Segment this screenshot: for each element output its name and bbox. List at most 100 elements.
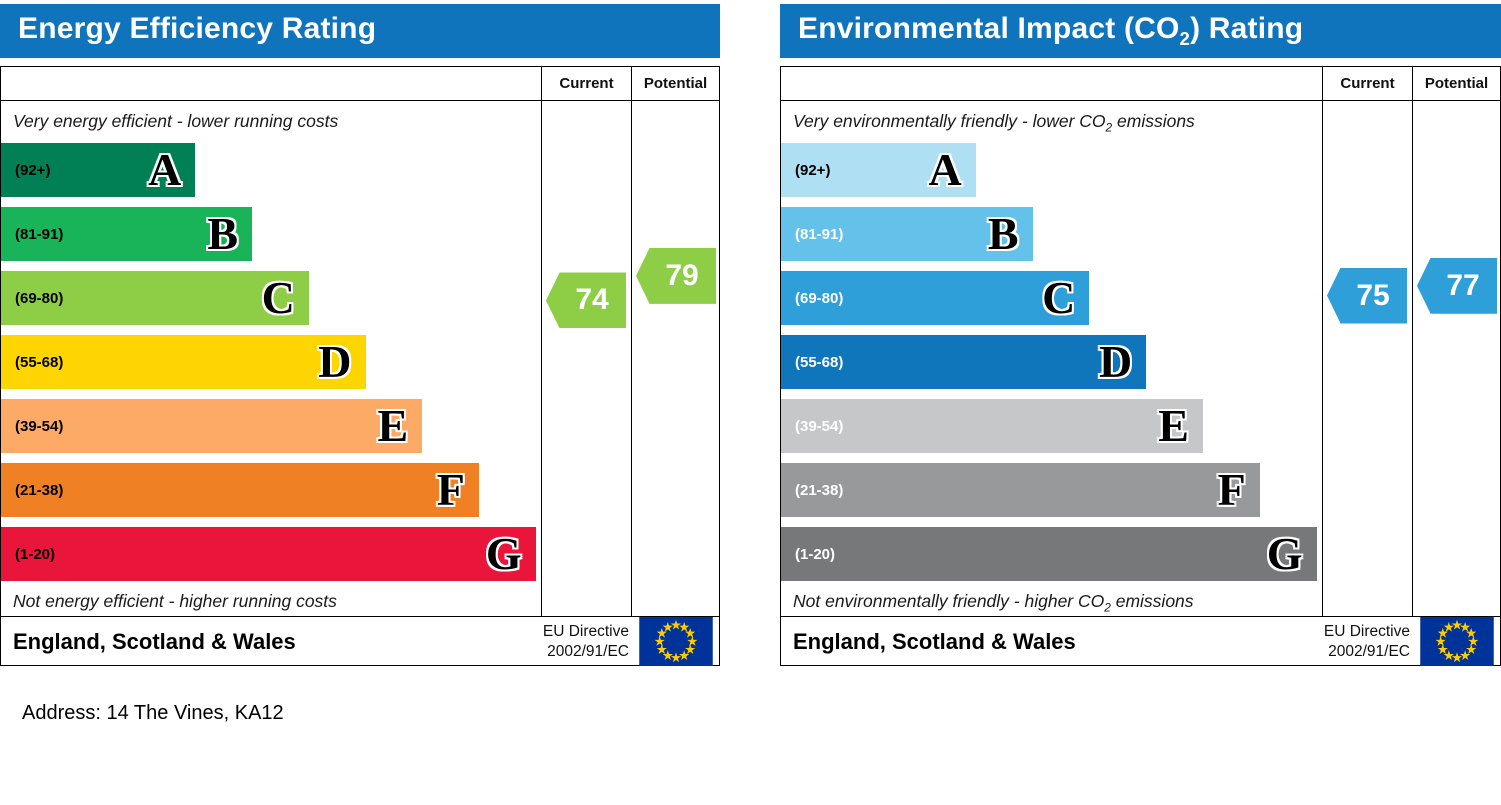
eu-directive-label: EU Directive 2002/91/EC bbox=[1324, 622, 1420, 661]
chart-box: Current Potential Very environmentally f… bbox=[780, 66, 1501, 666]
column-header-row: Current Potential bbox=[781, 67, 1500, 101]
chart-title-text-post: ) Rating bbox=[1190, 12, 1304, 45]
chart-title-text: Energy Efficiency Rating bbox=[18, 12, 377, 45]
band-range-label: (39-54) bbox=[15, 417, 64, 435]
potential-header: Potential bbox=[1412, 67, 1500, 100]
band-row-b: (81-91) B bbox=[1, 207, 541, 261]
bottom-caption-text: Not environmentally friendly - higher CO bbox=[793, 591, 1105, 611]
eu-directive-line2: 2002/91/EC bbox=[547, 642, 629, 660]
band-bar-a: (92+) A bbox=[1, 143, 196, 197]
current-header: Current bbox=[1322, 67, 1412, 100]
bottom-caption-text-post: emissions bbox=[1110, 591, 1194, 611]
band-range-label: (55-68) bbox=[15, 353, 64, 371]
band-bar-c: (69-80) C bbox=[781, 271, 1090, 325]
band-bar-b: (81-91) B bbox=[781, 207, 1033, 261]
column-header-row: Current Potential bbox=[1, 67, 719, 101]
chart-title-subscript: 2 bbox=[1179, 28, 1191, 49]
chart-title: Energy Efficiency Rating bbox=[18, 12, 376, 50]
band-letter: G bbox=[1266, 528, 1303, 579]
band-row-a: (92+) A bbox=[1, 143, 541, 197]
address-line: Address: 14 The Vines, KA12 bbox=[22, 702, 284, 724]
current-rating-value: 74 bbox=[575, 283, 609, 317]
chart-footer: England, Scotland & Wales EU Directive 2… bbox=[781, 617, 1500, 666]
band-letter: A bbox=[148, 144, 182, 195]
band-range-label: (1-20) bbox=[15, 545, 56, 563]
band-range-label: (39-54) bbox=[795, 417, 844, 435]
bands: (92+) A (81-91) B (69-80) C (55-68) D (39-54) E (2… bbox=[781, 143, 1322, 581]
chart-footer: England, Scotland & Wales EU Directive 2… bbox=[1, 617, 719, 666]
bands: (92+) A (81-91) B (69-80) C (55-68) D (39-54) E (2… bbox=[1, 143, 541, 581]
region-label: England, Scotland & Wales bbox=[793, 628, 1076, 654]
current-header: Current bbox=[541, 67, 631, 100]
bands-column: Very environmentally friendly - lower CO… bbox=[781, 101, 1322, 616]
band-bar-a: (92+) A bbox=[781, 143, 976, 197]
chart-box: Current Potential Very energy efficient … bbox=[0, 66, 720, 666]
band-letter: E bbox=[377, 400, 409, 451]
band-letter: G bbox=[485, 528, 522, 579]
band-range-label: (81-91) bbox=[795, 225, 844, 243]
band-letter: F bbox=[1217, 464, 1246, 515]
current-rating-value: 75 bbox=[1356, 278, 1390, 312]
epc-chart: Environmental Impact (CO2) Rating Curren… bbox=[780, 4, 1501, 666]
band-range-label: (92+) bbox=[15, 161, 51, 179]
band-row-c: (69-80) C bbox=[781, 271, 1322, 325]
header-spacer bbox=[781, 67, 1322, 100]
current-rating-arrow: 74 bbox=[546, 272, 626, 329]
eu-flag-icon bbox=[1420, 617, 1494, 666]
band-row-e: (39-54) E bbox=[1, 399, 541, 453]
band-bar-f: (21-38) F bbox=[781, 463, 1260, 517]
band-range-label: (21-38) bbox=[795, 481, 844, 499]
eu-directive-line1: EU Directive bbox=[1323, 623, 1410, 641]
bottom-caption: Not energy efficient - higher running co… bbox=[1, 581, 541, 616]
top-caption-text: Very energy efficient - lower running co… bbox=[13, 111, 339, 131]
eu-flag-icon bbox=[639, 617, 713, 666]
chart-body: Very environmentally friendly - lower CO… bbox=[781, 101, 1500, 617]
top-caption: Very energy efficient - lower running co… bbox=[1, 101, 541, 143]
chart-title: Environmental Impact (CO2) Rating bbox=[798, 12, 1303, 50]
band-row-d: (55-68) D bbox=[1, 335, 541, 389]
band-row-b: (81-91) B bbox=[781, 207, 1322, 261]
top-caption: Very environmentally friendly - lower CO… bbox=[781, 101, 1322, 143]
band-range-label: (92+) bbox=[795, 161, 831, 179]
band-letter: D bbox=[1098, 336, 1133, 387]
potential-rating-value: 79 bbox=[665, 258, 699, 292]
band-letter: E bbox=[1158, 400, 1189, 451]
current-column: 75 bbox=[1322, 101, 1412, 616]
chart-body: Very energy efficient - lower running co… bbox=[1, 101, 719, 617]
chart-title-bar: Environmental Impact (CO2) Rating bbox=[780, 4, 1501, 58]
band-bar-g: (1-20) G bbox=[781, 527, 1317, 581]
bottom-caption-text: Not energy efficient - higher running co… bbox=[13, 591, 337, 611]
potential-column: 79 bbox=[631, 101, 719, 616]
band-row-a: (92+) A bbox=[781, 143, 1322, 197]
band-row-f: (21-38) F bbox=[1, 463, 541, 517]
eu-directive-label: EU Directive 2002/91/EC bbox=[543, 622, 639, 661]
band-letter: B bbox=[207, 208, 239, 259]
band-bar-d: (55-68) D bbox=[1, 335, 366, 389]
band-range-label: (1-20) bbox=[795, 545, 836, 563]
top-caption-subscript: 2 bbox=[1105, 120, 1113, 135]
eu-directive-line1: EU Directive bbox=[542, 623, 629, 641]
band-bar-e: (39-54) E bbox=[1, 399, 423, 453]
current-rating-arrow: 75 bbox=[1327, 267, 1407, 324]
eu-directive-line2: 2002/91/EC bbox=[1328, 642, 1410, 660]
potential-rating-arrow: 77 bbox=[1417, 257, 1497, 314]
band-range-label: (69-80) bbox=[15, 289, 64, 307]
band-bar-f: (21-38) F bbox=[1, 463, 479, 517]
header-spacer bbox=[1, 67, 541, 100]
band-range-label: (69-80) bbox=[795, 289, 844, 307]
potential-rating-value: 77 bbox=[1446, 268, 1480, 302]
band-row-d: (55-68) D bbox=[781, 335, 1322, 389]
bottom-caption: Not environmentally friendly - higher CO… bbox=[781, 581, 1322, 616]
band-letter: B bbox=[987, 208, 1019, 259]
potential-header: Potential bbox=[631, 67, 719, 100]
band-row-e: (39-54) E bbox=[781, 399, 1322, 453]
top-caption-text: Very environmentally friendly - lower CO bbox=[793, 111, 1106, 131]
bands-column: Very energy efficient - lower running co… bbox=[1, 101, 541, 616]
band-row-g: (1-20) G bbox=[781, 527, 1322, 581]
band-row-g: (1-20) G bbox=[1, 527, 541, 581]
band-range-label: (81-91) bbox=[15, 225, 64, 243]
band-range-label: (21-38) bbox=[15, 481, 64, 499]
band-letter: C bbox=[1042, 272, 1076, 323]
band-bar-c: (69-80) C bbox=[1, 271, 309, 325]
top-caption-text-post: emissions bbox=[1112, 111, 1195, 131]
